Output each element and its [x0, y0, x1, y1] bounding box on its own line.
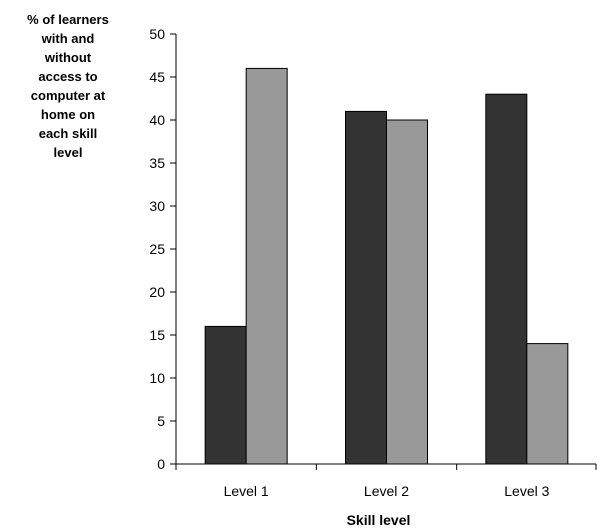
y-axis-label-line: access to	[38, 69, 98, 84]
y-axis-label-line: computer at	[30, 88, 106, 103]
y-axis-label-line: each skill	[38, 126, 98, 141]
y-axis-label-line: % of learners	[27, 12, 109, 27]
bar-series-1-level-2	[345, 110, 387, 465]
y-tick-label: 45	[149, 69, 165, 85]
bar-series-2-level-2	[386, 119, 428, 465]
y-axis-label: % of learners with and without access to com…	[0, 10, 136, 162]
y-tick-label: 15	[149, 327, 165, 343]
y-tick-label: 20	[149, 284, 165, 300]
x-tick-label: Level 1	[224, 483, 269, 499]
x-axis-ticks: Level 1 Level 2 Level 3	[175, 464, 597, 499]
x-tick-label: Level 3	[504, 483, 549, 499]
y-axis-ticks: 0 5 10 15 20 25 30 35 40 45 50	[149, 26, 176, 472]
y-axis-label-line: without	[44, 50, 92, 65]
bar-series-1-level-3	[485, 93, 528, 465]
bars	[204, 67, 569, 465]
x-tick-label: Level 2	[364, 483, 409, 499]
y-tick-label: 25	[149, 241, 165, 257]
y-axis-label-line: level	[53, 145, 83, 160]
y-tick-label: 5	[157, 413, 165, 429]
y-axis-label-line: with and	[41, 31, 95, 46]
bar-series-2-level-3	[526, 343, 569, 465]
bar-series-1-level-1	[204, 325, 247, 465]
y-tick-label: 35	[149, 155, 165, 171]
y-tick-label: 50	[149, 26, 165, 42]
y-tick-label: 40	[149, 112, 165, 128]
y-tick-label: 10	[149, 370, 165, 386]
y-tick-label: 30	[149, 198, 165, 214]
y-axis-label-line: home on	[40, 107, 96, 122]
y-tick-label: 0	[157, 456, 165, 472]
bar-series-2-level-1	[245, 67, 288, 465]
x-axis-label: Skill level	[347, 512, 411, 528]
